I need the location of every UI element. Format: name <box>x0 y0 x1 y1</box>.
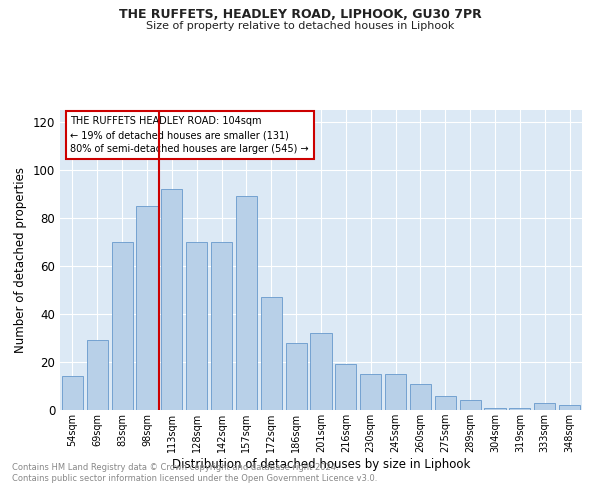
Bar <box>534 403 555 410</box>
Bar <box>509 408 530 410</box>
Text: THE RUFFETS HEADLEY ROAD: 104sqm
← 19% of detached houses are smaller (131)
80% : THE RUFFETS HEADLEY ROAD: 104sqm ← 19% o… <box>70 116 309 154</box>
Bar <box>360 374 381 410</box>
Bar <box>484 408 506 410</box>
Text: THE RUFFETS, HEADLEY ROAD, LIPHOOK, GU30 7PR: THE RUFFETS, HEADLEY ROAD, LIPHOOK, GU30… <box>119 8 481 20</box>
Text: Contains HM Land Registry data © Crown copyright and database right 2024.: Contains HM Land Registry data © Crown c… <box>12 462 338 471</box>
X-axis label: Distribution of detached houses by size in Liphook: Distribution of detached houses by size … <box>172 458 470 471</box>
Bar <box>62 376 83 410</box>
Y-axis label: Number of detached properties: Number of detached properties <box>14 167 27 353</box>
Text: Size of property relative to detached houses in Liphook: Size of property relative to detached ho… <box>146 21 454 31</box>
Bar <box>211 242 232 410</box>
Bar <box>335 364 356 410</box>
Bar <box>261 297 282 410</box>
Bar <box>460 400 481 410</box>
Bar <box>286 343 307 410</box>
Bar <box>435 396 456 410</box>
Bar <box>136 206 158 410</box>
Bar <box>112 242 133 410</box>
Bar <box>559 405 580 410</box>
Bar <box>385 374 406 410</box>
Bar <box>161 189 182 410</box>
Bar <box>87 340 108 410</box>
Text: Contains public sector information licensed under the Open Government Licence v3: Contains public sector information licen… <box>12 474 377 483</box>
Bar <box>310 333 332 410</box>
Bar <box>236 196 257 410</box>
Bar <box>186 242 207 410</box>
Bar <box>410 384 431 410</box>
